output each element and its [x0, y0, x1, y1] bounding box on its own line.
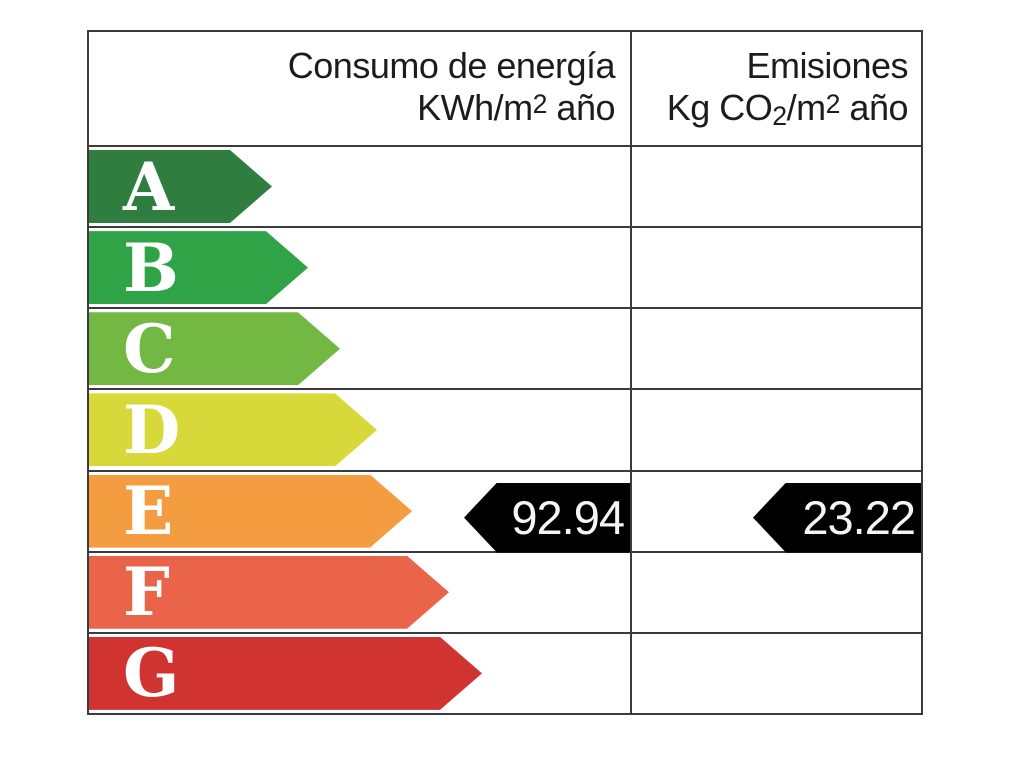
rating-row-f: F	[89, 550, 921, 632]
superscript-2: 2	[532, 89, 548, 120]
rating-row-a: A	[89, 147, 921, 226]
rating-row-e: E 92.94 23.22	[89, 469, 921, 553]
rating-rows: A B C D E	[89, 147, 921, 713]
rating-letter-d: D	[123, 390, 181, 469]
rating-letter-e: E	[123, 472, 174, 551]
table-header: Consumo de energía KWh/m2 año Emisiones …	[89, 32, 921, 147]
emisiones-column-header: Emisiones Kg CO2/m2 año	[630, 32, 921, 145]
rating-bar-g: G	[89, 637, 482, 710]
rating-row-c: C	[89, 307, 921, 388]
rating-row-d: D	[89, 388, 921, 469]
rating-bar-d: D	[89, 393, 377, 466]
rating-row-b: B	[89, 226, 921, 307]
subscript-2: 2	[772, 100, 787, 131]
consumo-value-arrow: 92.94	[464, 482, 630, 553]
consumo-column-header: Consumo de energía KWh/m2 año	[89, 32, 630, 145]
rating-bar-f: F	[89, 556, 449, 629]
rating-row-g: G	[89, 631, 921, 713]
consumo-header-line2: KWh/m2 año	[417, 87, 615, 128]
emisiones-value: 23.22	[802, 491, 916, 545]
rating-bar-b: B	[89, 231, 308, 304]
rating-bar-e: E	[89, 475, 412, 548]
rating-bar-c: C	[89, 312, 340, 385]
rating-letter-b: B	[123, 228, 179, 307]
column-divider-line	[630, 32, 632, 713]
rating-letter-g: G	[123, 634, 180, 713]
rating-letter-c: C	[123, 309, 176, 388]
rating-letter-f: F	[123, 553, 170, 632]
consumo-value: 92.94	[511, 491, 625, 545]
emisiones-header-line2: Kg CO2/m2 año	[666, 87, 909, 131]
energy-rating-table: Consumo de energía KWh/m2 año Emisiones …	[87, 30, 923, 715]
rating-letter-a: A	[123, 147, 175, 226]
consumo-header-line1: Consumo de energía	[287, 45, 616, 86]
emisiones-value-arrow: 23.22	[753, 482, 921, 553]
emisiones-header-line1: Emisiones	[746, 45, 908, 86]
rating-bar-a: A	[89, 150, 272, 223]
superscript-2: 2	[825, 89, 841, 120]
